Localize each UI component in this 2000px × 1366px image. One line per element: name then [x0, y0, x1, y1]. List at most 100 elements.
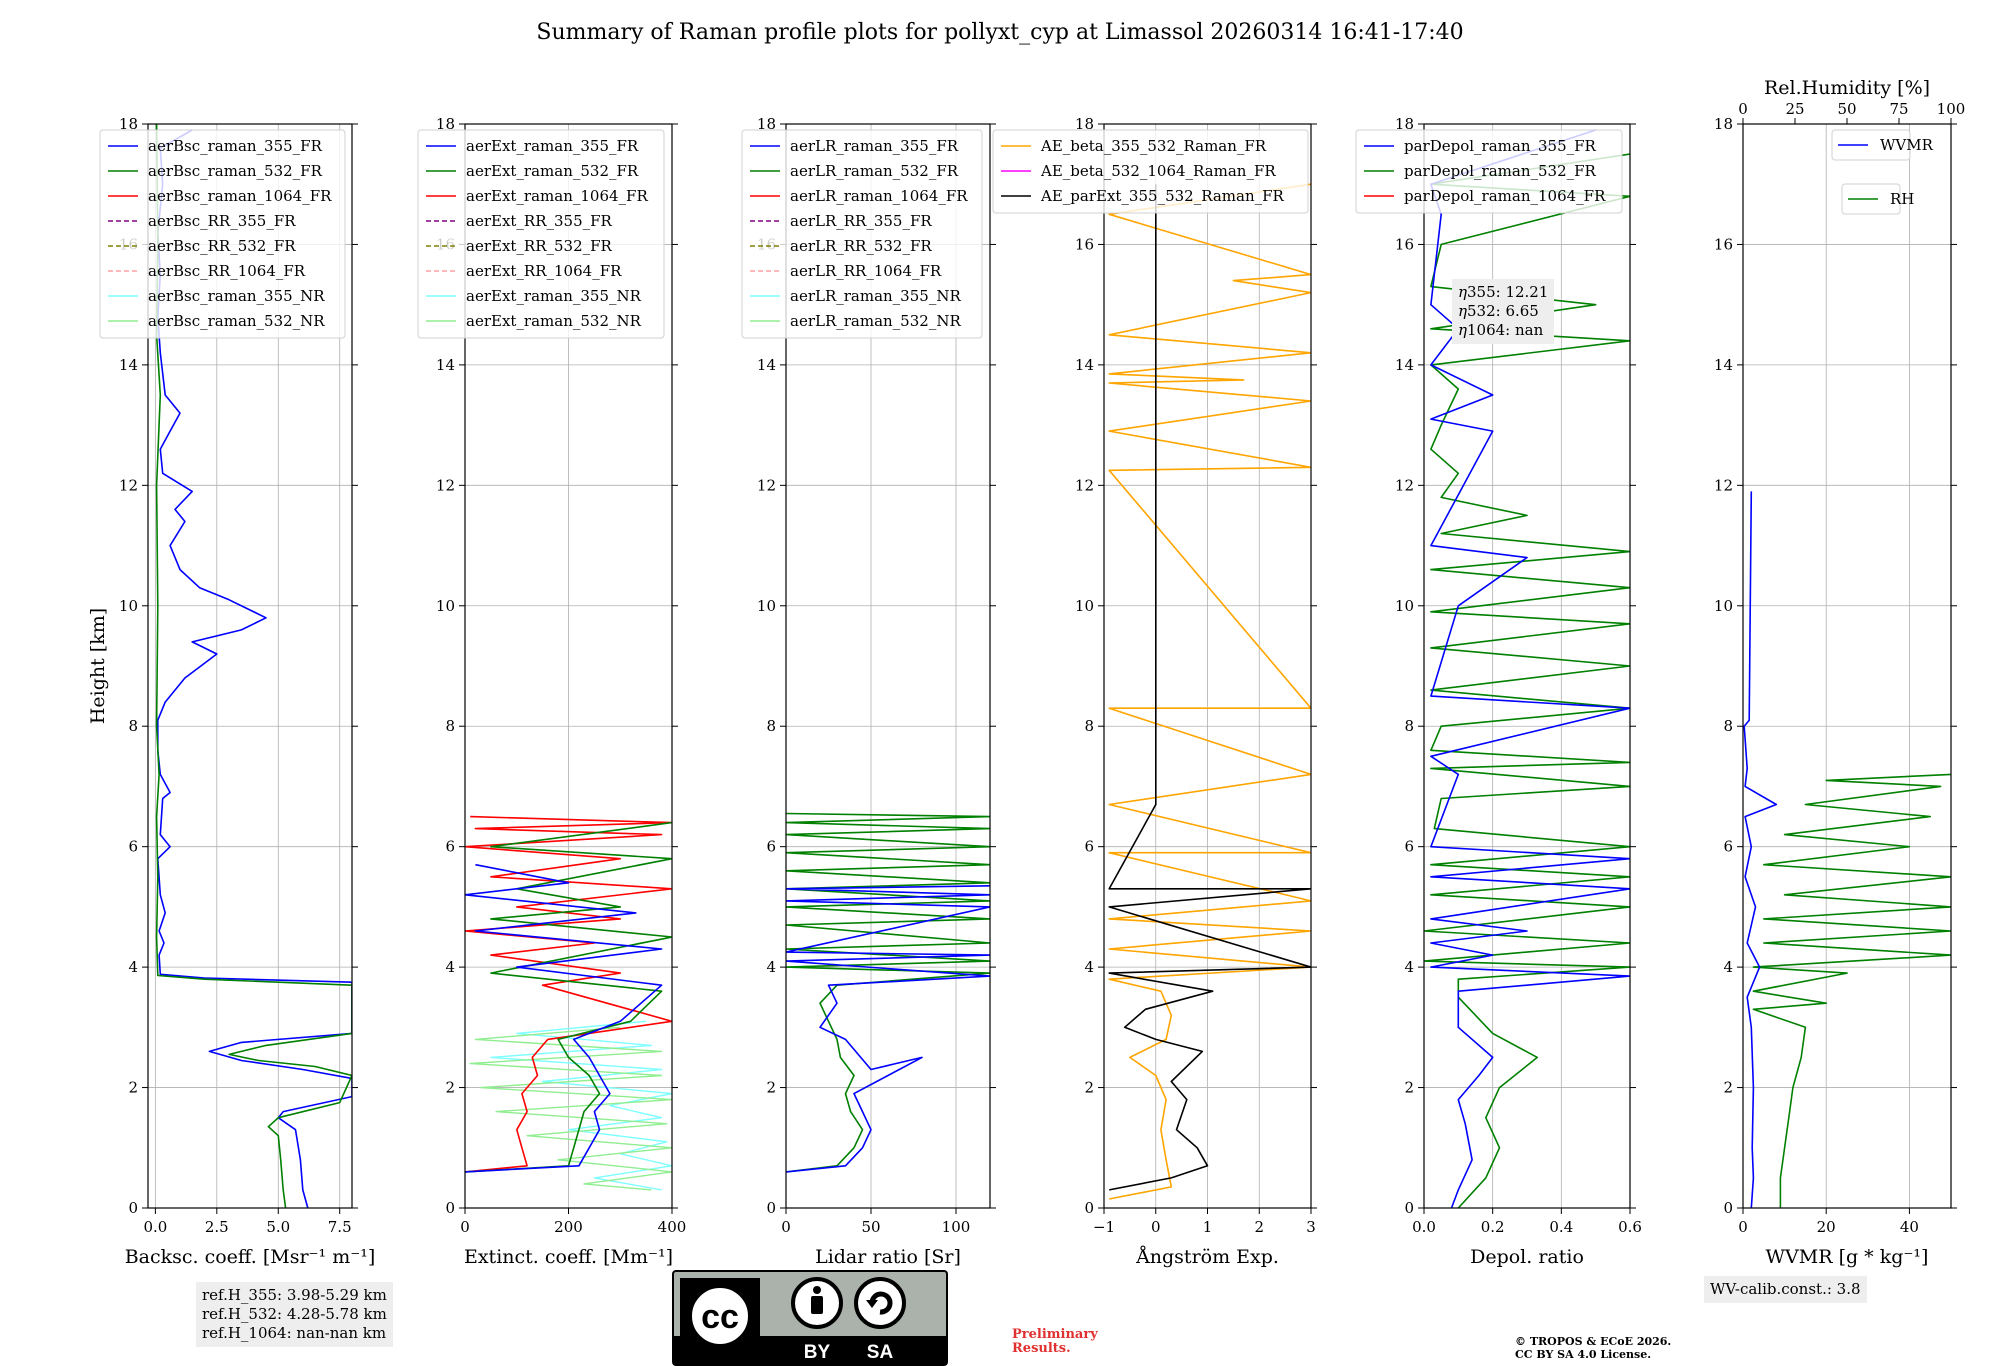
legend-ext: aerExt_raman_355_FR aerExt_raman_532_FRae…	[417, 129, 665, 339]
series-group-ext	[465, 815, 672, 1191]
y-axis-label: Height [km]	[87, 608, 109, 724]
y-tick-label: 10	[436, 597, 455, 615]
ref-height-532: ref.H_532: 4.28-5.78 km	[202, 1305, 387, 1323]
series-line-aerExt_raman_532_NR	[469, 1026, 672, 1191]
x-tick-label: 5.0	[266, 1218, 290, 1236]
x-tick-label: 2.5	[205, 1218, 229, 1236]
axes-frame-lr	[785, 123, 991, 1209]
y-tick-label: 8	[1723, 717, 1733, 735]
x-axis-label-lr: Lidar ratio [Sr]	[815, 1246, 961, 1268]
y-tick-label: 8	[128, 717, 138, 735]
legend-label: aerLR_RR_532_FR	[790, 237, 932, 255]
series-line-AE_beta_355_532_Raman_FR	[1108, 183, 1311, 1200]
top-x-tick-label: 75	[1889, 100, 1908, 118]
preliminary-results-note: Preliminary Results.	[1012, 1327, 1098, 1356]
series-group-ae	[1108, 183, 1311, 1200]
legend-label: aerBsc_RR_1064_FR	[148, 262, 306, 280]
share-alike-icon	[854, 1277, 906, 1329]
legend-label: aerExt_RR_355_FR	[466, 212, 613, 230]
y-tick-label: 0	[766, 1199, 776, 1217]
x-tick-label: 0	[460, 1218, 470, 1236]
series-line-aerLR_raman_355_FR	[786, 885, 990, 1173]
top-x-tick-label: 50	[1837, 100, 1856, 118]
y-tick-label: 12	[1075, 476, 1094, 494]
y-tick-label: 12	[1395, 476, 1414, 494]
series-group-wv	[1743, 491, 1951, 1208]
legend-label: parDepol_raman_1064_FR	[1404, 187, 1606, 205]
y-tick-label: 0	[445, 1199, 455, 1217]
x-tick-label: 0.0	[1412, 1218, 1436, 1236]
y-tick-label: 0	[128, 1199, 138, 1217]
y-tick-label: 10	[757, 597, 776, 615]
legend-label: aerExt_RR_1064_FR	[466, 262, 622, 280]
y-tick-label: 6	[1404, 838, 1414, 856]
legend-frame	[99, 129, 346, 339]
x-tick-label: 0	[1738, 1218, 1748, 1236]
wv-calibration-box: WV-calib.const.: 3.8	[1704, 1276, 1867, 1303]
figure-title: Summary of Raman profile plots for polly…	[536, 20, 1464, 45]
legend-label: aerLR_raman_532_NR	[790, 312, 961, 330]
series-line-AE_parExt_355_532_Raman_FR	[1108, 184, 1311, 1191]
y-tick-label: 6	[1723, 838, 1733, 856]
legend-label: aerLR_raman_532_FR	[790, 162, 959, 180]
series-line-aerBsc_raman_532_FR	[155, 124, 352, 1208]
y-tick-label: 12	[757, 476, 776, 494]
x-tick-label: −1	[1093, 1218, 1115, 1236]
copyright-line-2: CC BY SA 4.0 License.	[1515, 1348, 1652, 1361]
series-line-aerExt_raman_1064_FR	[465, 815, 672, 1173]
y-tick-label: 6	[128, 838, 138, 856]
legend-label: aerExt_raman_532_FR	[466, 162, 639, 180]
y-tick-label: 8	[445, 717, 455, 735]
cc-icon	[686, 1282, 754, 1350]
x-axis-label-depol: Depol. ratio	[1470, 1246, 1584, 1268]
y-tick-label: 6	[766, 838, 776, 856]
x-tick-label: 0.4	[1549, 1218, 1573, 1236]
y-tick-label: 14	[436, 356, 455, 374]
y-tick-label: 2	[1084, 1079, 1094, 1097]
y-tick-label: 4	[1723, 958, 1733, 976]
legend-label: aerExt_raman_1064_FR	[466, 187, 648, 205]
eta-1064: η1064: nan	[1458, 321, 1544, 339]
reference-height-box: ref.H_355: 3.98-5.29 km ref.H_532: 4.28-…	[196, 1282, 393, 1347]
y-tick-label: 18	[1714, 115, 1733, 133]
series-line-parDepol_raman_532_FR	[1424, 153, 1630, 1208]
y-tick-label: 18	[436, 115, 455, 133]
y-tick-label: 12	[436, 476, 455, 494]
x-tick-label: 20	[1817, 1218, 1836, 1236]
copyright-line-1: © TROPOS & ECoE 2026.	[1515, 1335, 1672, 1348]
y-tick-label: 2	[1404, 1079, 1414, 1097]
series-line-aerLR_raman_532_FR	[786, 812, 990, 1173]
x-tick-label: 200	[554, 1218, 583, 1236]
y-tick-label: 18	[1395, 115, 1414, 133]
legend-wv: WVMR RH	[1831, 129, 1934, 215]
legend-ae: AE_beta_355_532_Raman_FR AE_beta_532_1064…	[992, 129, 1309, 214]
legend-label: aerExt_raman_355_NR	[466, 287, 642, 305]
y-tick-label: 2	[1723, 1079, 1733, 1097]
y-tick-label: 4	[766, 958, 776, 976]
legend-label: aerBsc_RR_532_FR	[148, 237, 296, 255]
legend-label: aerLR_RR_1064_FR	[790, 262, 942, 280]
series-group-depol	[1424, 129, 1630, 1208]
x-tick-label: 1	[1203, 1218, 1213, 1236]
y-tick-label: 0	[1404, 1199, 1414, 1217]
legend-label: aerBsc_raman_1064_FR	[148, 187, 332, 205]
y-tick-label: 14	[1395, 356, 1414, 374]
series-group-bsc	[155, 124, 352, 1208]
by-label: BY	[804, 1342, 831, 1363]
y-tick-label: 4	[128, 958, 138, 976]
y-tick-label: 2	[445, 1079, 455, 1097]
wv-calibration-text: WV-calib.const.: 3.8	[1710, 1280, 1861, 1298]
y-tick-label: 4	[445, 958, 455, 976]
x-tick-label: 0.2	[1481, 1218, 1505, 1236]
y-tick-label: 14	[119, 356, 138, 374]
top-x-tick-label: 25	[1785, 100, 1804, 118]
legend-lr: aerLR_raman_355_FR aerLR_raman_532_FR aerL…	[741, 129, 983, 339]
legend-label: aerExt_raman_532_NR	[466, 312, 642, 330]
legend-label: aerBsc_raman_355_NR	[148, 287, 325, 305]
legend-label: AE_parExt_355_532_Raman_FR	[1040, 187, 1285, 205]
x-axis-label-ae: Ångström Exp.	[1135, 1246, 1279, 1268]
panel-ext: 0 200 400 Extinct. coeff. [Mm⁻¹] 0 2 4 6 8 10 12 14…	[417, 115, 686, 1268]
